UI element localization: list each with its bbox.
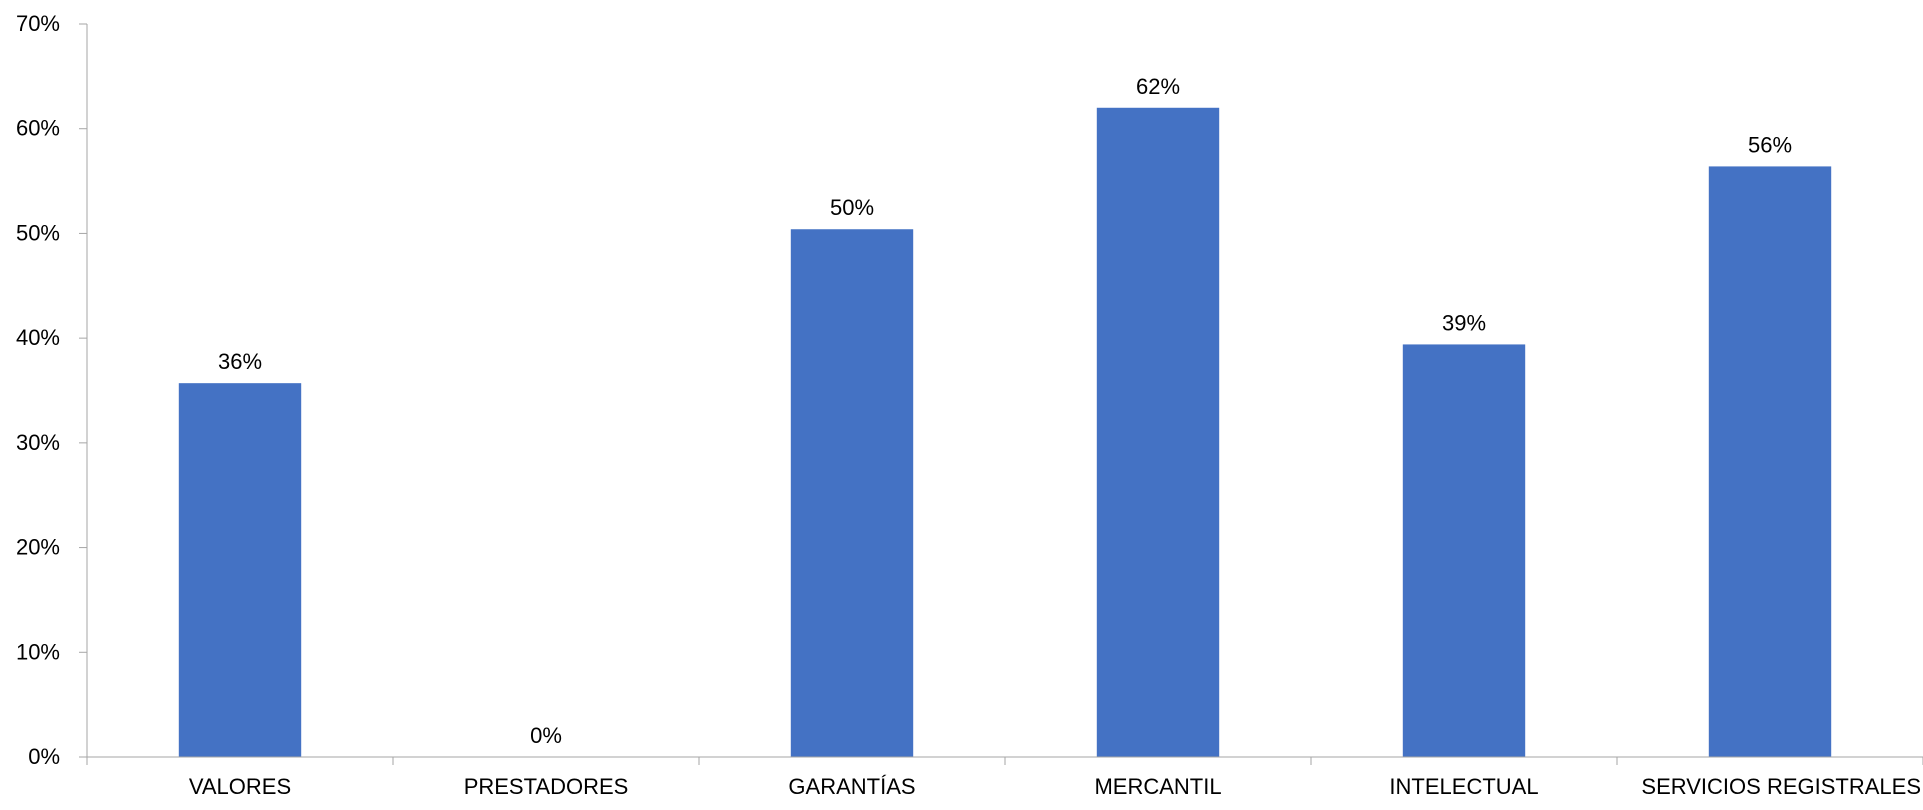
- y-axis-ticks: [79, 23, 87, 758]
- data-label: 56%: [1748, 132, 1792, 157]
- y-tick-label: 10%: [16, 639, 60, 664]
- x-tick-label: GARANTÍAS: [788, 774, 915, 799]
- data-label: 36%: [218, 349, 262, 374]
- bars: [178, 107, 1832, 758]
- x-tick-label: MERCANTIL: [1094, 774, 1221, 799]
- y-axis-tick-labels: 0% 10% 20% 30% 40% 50% 60% 70%: [16, 11, 60, 769]
- y-tick-label: 40%: [16, 325, 60, 350]
- x-axis-ticks: [86, 757, 1923, 765]
- bar-mercantil: [1096, 107, 1220, 758]
- bar-servicios-registrales: [1708, 166, 1832, 757]
- x-tick-label: PRESTADORES: [464, 774, 629, 799]
- data-label: 39%: [1442, 310, 1486, 335]
- x-tick-label: INTELECTUAL: [1389, 774, 1538, 799]
- bar-valores: [178, 383, 302, 757]
- bar-garant-as: [790, 229, 914, 758]
- x-tick-label: SERVICIOS REGISTRALES: [1641, 774, 1921, 799]
- y-tick-label: 20%: [16, 535, 60, 560]
- y-tick-label: 50%: [16, 220, 60, 245]
- data-label: 0%: [530, 723, 562, 748]
- x-tick-label: VALORES: [189, 774, 291, 799]
- y-tick-label: 30%: [16, 430, 60, 455]
- y-tick-label: 0%: [28, 744, 60, 769]
- data-label: 50%: [830, 195, 874, 220]
- x-axis-tick-labels: VALORES PRESTADORES GARANTÍAS MERCANTIL INTE…: [189, 774, 1921, 799]
- y-tick-label: 60%: [16, 116, 60, 141]
- y-tick-label: 70%: [16, 11, 60, 36]
- data-label: 62%: [1136, 74, 1180, 99]
- data-labels: 36% 0% 50% 62% 39% 56%: [218, 74, 1792, 748]
- bar-intelectual: [1402, 344, 1526, 757]
